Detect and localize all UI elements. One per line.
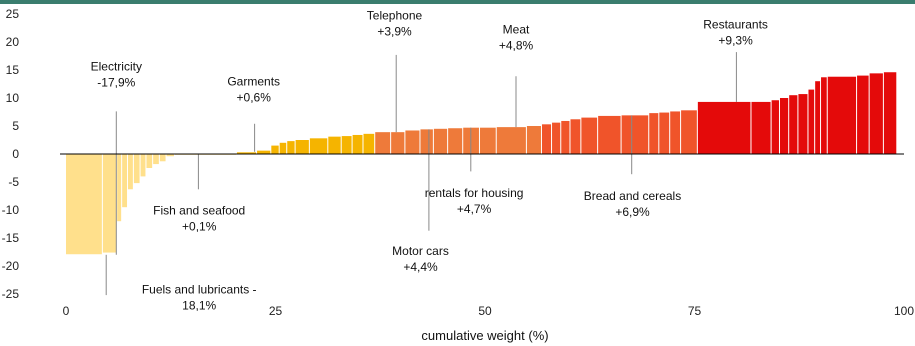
bar-6	[140, 154, 146, 177]
bar-31	[496, 127, 526, 154]
bar-45	[751, 101, 771, 154]
bar-17	[295, 140, 309, 154]
annotation-label: +9,3%	[718, 34, 753, 48]
y-tick-label: -20	[2, 259, 20, 273]
leader-lines-group	[105, 52, 737, 296]
bar-48	[789, 95, 798, 154]
bar-54	[857, 75, 869, 154]
y-tick-label: 25	[6, 7, 20, 21]
bar-39	[621, 115, 649, 154]
bar-50	[808, 89, 815, 154]
bar-33	[541, 124, 552, 154]
bar-19	[328, 136, 341, 154]
x-tick-label: 0	[63, 304, 70, 318]
bar-23	[375, 132, 391, 154]
bar-44	[697, 101, 751, 154]
bar-32	[526, 126, 541, 154]
bar-46	[771, 100, 779, 154]
bar-27	[433, 128, 448, 154]
annotation-label: +6,9%	[615, 205, 650, 219]
annotation-label: +4,8%	[499, 39, 534, 53]
bar-53	[827, 76, 857, 154]
bar-55	[869, 73, 883, 154]
bar-30	[479, 127, 496, 154]
bar-16	[287, 141, 295, 154]
bar-47	[779, 98, 789, 154]
bar-24	[391, 132, 405, 154]
bar-21	[352, 134, 363, 154]
x-tick-label: 75	[688, 304, 702, 318]
y-tick-label: 20	[6, 35, 20, 49]
bar-41	[659, 112, 670, 154]
y-tick-label: 5	[12, 119, 19, 133]
bar-13	[257, 150, 271, 154]
bar-5	[133, 154, 140, 184]
bar-2	[117, 154, 122, 222]
bar-15	[279, 142, 287, 154]
bar-51	[815, 81, 821, 154]
annotation-label: -17,9%	[97, 76, 135, 90]
bar-37	[581, 117, 598, 154]
annotation-label: Fish and seafood	[153, 204, 245, 218]
bar-4	[128, 154, 133, 190]
bar-43	[681, 110, 697, 154]
y-tick-label: -10	[2, 203, 20, 217]
bar-38	[598, 115, 621, 154]
bar-18	[309, 138, 328, 154]
y-tick-labels: 25 20 15 10 5 0 -5 -10 -15 -20 -25	[2, 7, 20, 301]
bar-1	[102, 154, 117, 253]
bar-36	[570, 119, 581, 154]
x-tick-label: 50	[478, 304, 492, 318]
bar-14	[271, 145, 279, 154]
bar-9	[159, 154, 166, 162]
annotation-label: Garments	[227, 75, 280, 89]
bar-26	[420, 129, 433, 154]
top-rule	[0, 0, 915, 4]
x-tick-label: 25	[269, 304, 283, 318]
annotation-label: Meat	[503, 23, 530, 37]
bar-3	[122, 154, 128, 208]
y-tick-label: -15	[2, 231, 20, 245]
bar-8	[153, 154, 159, 165]
bar-56	[883, 72, 897, 154]
bar-10	[166, 154, 174, 157]
bar-12	[236, 152, 257, 154]
annotation-label: Telephone	[367, 9, 423, 23]
bar-7	[146, 154, 153, 168]
x-tick-labels: 0 25 50 75 100	[63, 304, 915, 318]
y-tick-label: 15	[6, 63, 20, 77]
annotation-label: Bread and cereals	[584, 189, 681, 203]
bar-42	[670, 111, 681, 154]
bar-25	[405, 130, 420, 154]
annotations-group: Electricity -17,9% Fuels and lubricants - 1…	[91, 9, 768, 313]
annotation-label: +0,6%	[237, 91, 272, 105]
bar-0	[66, 154, 102, 255]
bar-40	[649, 113, 659, 154]
y-tick-label: 0	[12, 147, 19, 161]
annotation-label: rentals for housing	[425, 186, 524, 200]
annotation-label: +3,9%	[377, 25, 412, 39]
bar-49	[798, 94, 808, 154]
annotation-label: Electricity	[91, 60, 142, 74]
bar-22	[363, 133, 375, 154]
y-tick-label: -25	[2, 287, 20, 301]
bar-35	[561, 120, 570, 154]
x-tick-label: 100	[894, 304, 914, 318]
bar-34	[552, 122, 561, 154]
y-tick-label: 10	[6, 91, 20, 105]
y-tick-label: -5	[8, 175, 19, 189]
annotation-label: 18,1%	[182, 298, 216, 312]
annotation-label: +4,7%	[457, 202, 492, 216]
bars-group	[66, 72, 897, 255]
annotation-label: Restaurants	[703, 18, 768, 32]
bar-28	[448, 128, 463, 154]
annotation-label: Motor cars	[392, 244, 449, 258]
annotation-label: Fuels and lubricants -	[142, 282, 257, 296]
bar-52	[821, 77, 827, 154]
x-axis-label: cumulative weight (%)	[421, 328, 548, 343]
bar-20	[341, 136, 352, 154]
annotation-label: +0,1%	[182, 220, 217, 234]
annotation-label: +4,4%	[403, 260, 438, 274]
